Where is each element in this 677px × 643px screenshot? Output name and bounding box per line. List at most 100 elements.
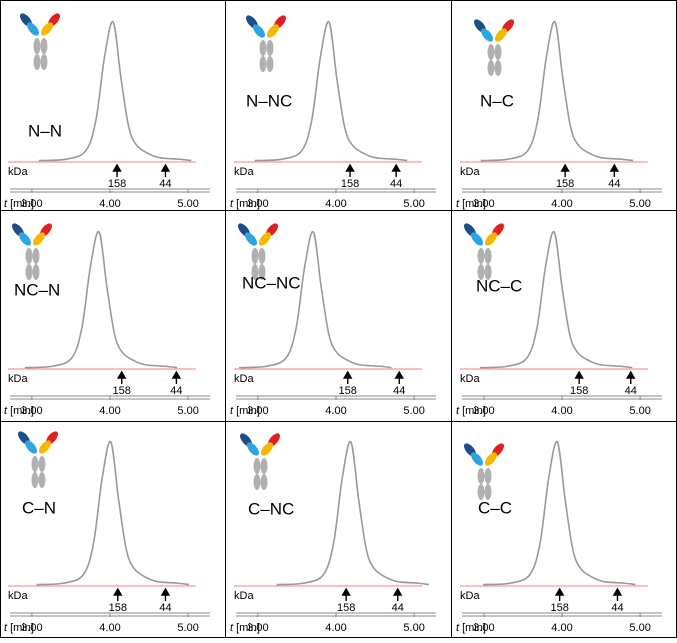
marker-unit: kDa: [8, 373, 28, 385]
size-marker-arrow: [612, 587, 623, 601]
trace: [254, 21, 408, 162]
x-axis-unit: [min]: [462, 198, 486, 210]
marker-unit: kDa: [460, 590, 480, 602]
x-axis-label: t [min]: [4, 198, 34, 210]
size-marker-arrow: [554, 587, 565, 601]
size-marker-arrow: [393, 587, 403, 601]
panel-label: N–C: [480, 91, 514, 110]
antibody-icon: [461, 221, 507, 280]
trace: [239, 231, 392, 369]
x-axis-variable: t: [456, 622, 460, 634]
size-marker-label: 158: [113, 385, 131, 397]
antibody-icon: [9, 221, 55, 280]
size-marker-label: 44: [611, 602, 623, 614]
size-marker-arrow: [112, 163, 122, 177]
antibody-icon: [237, 431, 283, 490]
size-marker-label: 44: [608, 178, 620, 190]
antibody-icon: [235, 221, 281, 280]
x-tick-label: 4.00: [325, 405, 346, 417]
size-marker-label: 44: [390, 178, 402, 190]
x-axis-unit: [min]: [236, 622, 260, 634]
x-axis-variable: t: [230, 405, 234, 417]
trace: [479, 231, 633, 369]
x-tick-label: 4.00: [99, 405, 120, 417]
size-marker-arrow: [626, 370, 636, 384]
panel-label: N–NC: [246, 91, 292, 110]
x-tick-label: 5.00: [177, 198, 198, 210]
panel-label: C–C: [478, 498, 512, 517]
size-marker-arrow: [160, 163, 171, 177]
size-marker-arrow: [343, 370, 353, 384]
size-marker-label: 158: [109, 602, 127, 614]
size-marker-label: 158: [108, 178, 126, 190]
x-axis-unit: [min]: [236, 198, 260, 210]
trace: [38, 21, 192, 162]
size-marker-arrow: [345, 163, 355, 177]
size-marker-label: 158: [337, 602, 355, 614]
size-marker-label: 44: [159, 178, 171, 190]
size-marker-label: 44: [159, 602, 171, 614]
x-axis-variable: t: [456, 405, 460, 417]
chromatogram-panel: N–C kDa 158 44 3.00 4.00 5.00 t [min]: [456, 21, 662, 210]
size-marker-arrow: [113, 587, 123, 601]
x-tick-label: 4.00: [99, 198, 120, 210]
trace: [480, 21, 634, 162]
x-tick-label: 4.00: [325, 198, 346, 210]
x-tick-label: 4.00: [551, 405, 572, 417]
size-marker-label: 158: [339, 385, 357, 397]
size-marker-arrow: [394, 370, 404, 384]
antibody-icon: [17, 11, 63, 70]
trace: [483, 441, 636, 586]
x-tick-label: 3.00: [473, 198, 494, 210]
chromatogram-panel: NC–C kDa 158 44 3.00 4.00 5.00 t [min]: [456, 231, 662, 417]
x-axis-variable: t: [4, 198, 8, 210]
size-marker-label: 44: [625, 385, 637, 397]
x-tick-label: 3.00: [247, 198, 268, 210]
x-axis-label: t [min]: [4, 622, 34, 634]
marker-unit: kDa: [234, 373, 254, 385]
panel-label: NC–C: [476, 276, 522, 295]
x-tick-label: 5.00: [403, 405, 424, 417]
x-axis-unit: [min]: [10, 198, 34, 210]
x-axis-unit: [min]: [10, 622, 34, 634]
panel-label: NC–N: [14, 280, 60, 299]
x-axis-label: t [min]: [230, 405, 260, 417]
trace: [36, 441, 190, 586]
x-axis-unit: [min]: [462, 622, 486, 634]
x-tick-label: 3.00: [473, 622, 494, 634]
size-marker-arrow: [117, 370, 127, 384]
size-marker-label: 158: [556, 178, 574, 190]
size-marker-label: 44: [392, 602, 404, 614]
x-tick-label: 3.00: [21, 622, 42, 634]
chromatogram-panel: NC–NC kDa 158 44 3.00 4.00 5.00 t [min]: [230, 231, 436, 417]
chromatogram-panel: N–NC kDa 158 44 3.00 4.00 5.00 t [min]: [230, 21, 436, 210]
antibody-icon: [15, 429, 61, 488]
trace: [276, 441, 430, 586]
x-tick-label: 4.00: [551, 622, 572, 634]
x-tick-label: 4.00: [325, 622, 346, 634]
chromatogram-panel: C–C kDa 158 44 3.00 4.00 5.00 t [min]: [456, 441, 662, 634]
x-tick-label: 3.00: [473, 405, 494, 417]
x-axis-label: t [min]: [230, 622, 260, 634]
x-tick-label: 5.00: [629, 622, 650, 634]
x-axis-variable: t: [4, 622, 8, 634]
antibody-icon: [471, 17, 517, 77]
size-marker-arrow: [391, 163, 401, 177]
size-marker-label: 44: [170, 385, 182, 397]
x-axis-label: t [min]: [456, 405, 486, 417]
trace: [24, 231, 178, 369]
chromatogram-panel: C–N kDa 158 44 3.00 4.00 5.00 t [min]: [4, 441, 210, 634]
marker-unit: kDa: [460, 166, 480, 178]
chromatogram-panel: C–NC kDa 158 44 3.00 4.00 5.00 t [min]: [230, 441, 436, 634]
panel-label: C–N: [22, 498, 56, 517]
x-axis-label: t [min]: [230, 198, 260, 210]
x-axis-label: t [min]: [4, 405, 34, 417]
x-tick-label: 5.00: [629, 198, 650, 210]
size-marker-arrow: [341, 587, 351, 601]
x-tick-label: 3.00: [21, 198, 42, 210]
antibody-icon: [243, 13, 289, 72]
x-axis-label: t [min]: [456, 198, 486, 210]
